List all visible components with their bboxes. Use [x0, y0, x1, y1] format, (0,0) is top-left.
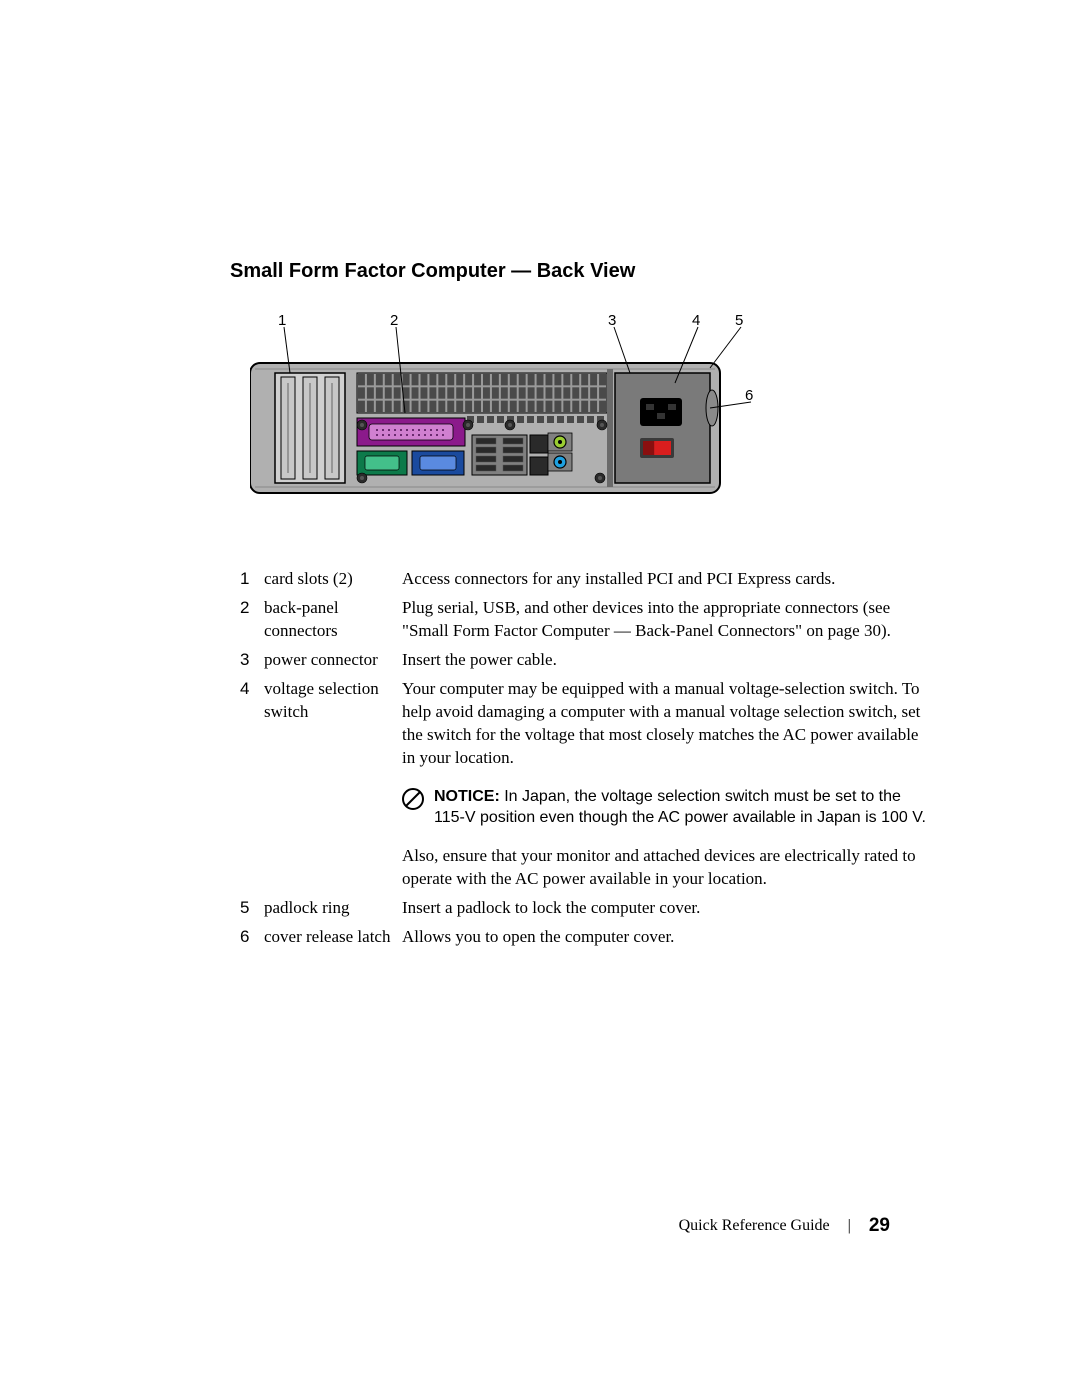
callout-legend: 1card slots (2)Access connectors for any… [240, 568, 930, 948]
legend-description: Insert the power cable. [402, 649, 930, 672]
legend-term: card slots (2) [264, 568, 402, 591]
legend-row: 2back-panel connectorsPlug serial, USB, … [240, 597, 930, 643]
legend-number: 3 [240, 649, 264, 672]
legend-number: 1 [240, 568, 264, 591]
legend-description: Your computer may be equipped with a man… [402, 678, 930, 770]
footer-page-number: 29 [869, 1215, 890, 1237]
legend-row: 6cover release latchAllows you to open t… [240, 926, 930, 949]
legend-description: Access connectors for any installed PCI … [402, 568, 930, 591]
legend-number: 4 [240, 678, 264, 701]
legend-term: padlock ring [264, 897, 402, 920]
notice: NOTICE: In Japan, the voltage selection … [402, 786, 930, 829]
legend-description: Insert a padlock to lock the computer co… [402, 897, 930, 920]
notice-text: NOTICE: In Japan, the voltage selection … [434, 786, 930, 829]
notice-icon [402, 788, 424, 810]
legend-number: 2 [240, 597, 264, 620]
legend-row: 5padlock ringInsert a padlock to lock th… [240, 897, 930, 920]
legend-term: back-panel connectors [264, 597, 402, 643]
legend-term: cover release latch [264, 926, 402, 949]
legend-row: 1card slots (2)Access connectors for any… [240, 568, 930, 591]
legend-row: Also, ensure that your monitor and attac… [240, 845, 930, 891]
svg-text:1: 1 [278, 313, 286, 329]
svg-text:2: 2 [390, 313, 398, 329]
legend-row: 3power connectorInsert the power cable. [240, 649, 930, 672]
legend-description: Plug serial, USB, and other devices into… [402, 597, 930, 643]
page: Small Form Factor Computer — Back View 1… [0, 0, 1080, 1397]
footer-separator: | [848, 1217, 851, 1235]
legend-term: voltage selection switch [264, 678, 402, 724]
legend-description: NOTICE: In Japan, the voltage selection … [402, 776, 930, 839]
svg-text:4: 4 [692, 313, 700, 329]
section-heading: Small Form Factor Computer — Back View [230, 260, 930, 283]
legend-description: Also, ensure that your monitor and attac… [402, 845, 930, 891]
legend-row: NOTICE: In Japan, the voltage selection … [240, 776, 930, 839]
legend-row: 4voltage selection switchYour computer m… [240, 678, 930, 770]
svg-text:5: 5 [735, 313, 743, 329]
page-footer: Quick Reference Guide | 29 [679, 1215, 890, 1237]
legend-number: 6 [240, 926, 264, 949]
legend-number: 5 [240, 897, 264, 920]
legend-term: power connector [264, 649, 402, 672]
svg-text:6: 6 [745, 387, 753, 404]
legend-description: Allows you to open the computer cover. [402, 926, 930, 949]
svg-text:3: 3 [608, 313, 616, 329]
back-view-diagram: 1 2 3 4 5 6 [250, 313, 930, 528]
footer-doc-title: Quick Reference Guide [679, 1217, 830, 1235]
